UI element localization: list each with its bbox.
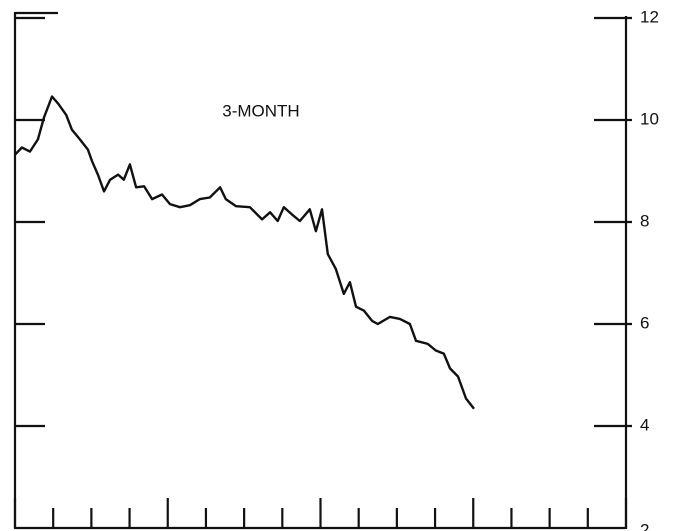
annotation: 3-MONTH (222, 101, 299, 120)
y-tick-label: 4 (640, 415, 649, 434)
y-tick-label: 8 (640, 211, 649, 230)
y-tick-label: 2 (640, 520, 649, 531)
data-line (14, 95, 475, 410)
y-tick-label: 6 (640, 313, 649, 332)
y-tick-label: 10 (640, 109, 659, 128)
y-tick-label: 12 (640, 7, 659, 26)
